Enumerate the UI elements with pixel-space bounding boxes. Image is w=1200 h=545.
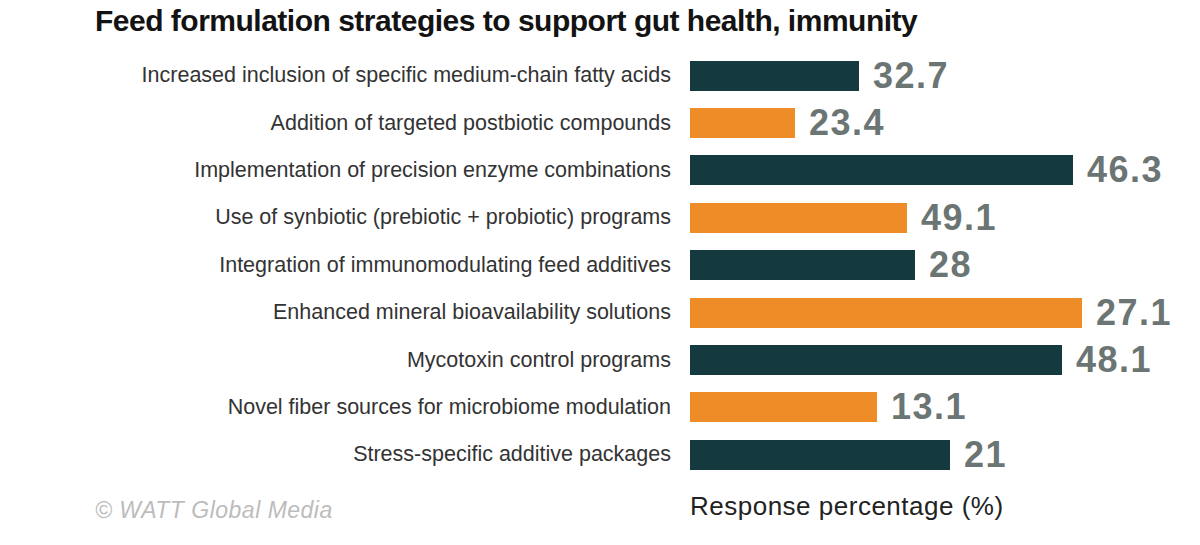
bar-track: 49.1 bbox=[690, 197, 997, 239]
category-label: Addition of targeted postbiotic compound… bbox=[0, 111, 671, 136]
bar bbox=[690, 345, 1062, 375]
bar-row: Stress-specific additive packages 21 bbox=[0, 431, 1200, 478]
bar bbox=[690, 155, 1073, 185]
bar bbox=[690, 203, 907, 233]
bar-row: Addition of targeted postbiotic compound… bbox=[0, 99, 1200, 146]
bar-row: Integration of immunomodulating feed add… bbox=[0, 242, 1200, 289]
bar bbox=[690, 440, 950, 470]
bar-row: Novel fiber sources for microbiome modul… bbox=[0, 384, 1200, 431]
category-label: Integration of immunomodulating feed add… bbox=[0, 253, 671, 278]
copyright-credit: © WATT Global Media bbox=[95, 497, 333, 524]
bar bbox=[690, 61, 859, 91]
chart-title: Feed formulation strategies to support g… bbox=[95, 4, 917, 38]
value-label: 28 bbox=[929, 244, 972, 286]
bar-row: Use of synbiotic (prebiotic + probiotic)… bbox=[0, 194, 1200, 241]
value-label: 32.7 bbox=[873, 55, 949, 97]
category-label: Stress-specific additive packages bbox=[0, 442, 671, 467]
bar-track: 23.4 bbox=[690, 102, 885, 144]
bar-track: 32.7 bbox=[690, 55, 949, 97]
value-label: 13.1 bbox=[891, 386, 967, 428]
bar-track: 28 bbox=[690, 244, 972, 286]
value-label: 23.4 bbox=[809, 102, 885, 144]
bar-row: Increased inclusion of specific medium-c… bbox=[0, 52, 1200, 99]
bar-row: Implementation of precision enzyme combi… bbox=[0, 147, 1200, 194]
value-label: 46.3 bbox=[1087, 149, 1163, 191]
bar-row: Mycotoxin control programs 48.1 bbox=[0, 336, 1200, 383]
value-label: 49.1 bbox=[921, 197, 997, 239]
bar-track: 21 bbox=[690, 434, 1007, 476]
category-label: Novel fiber sources for microbiome modul… bbox=[0, 395, 671, 420]
bar bbox=[690, 392, 877, 422]
bar-chart: Increased inclusion of specific medium-c… bbox=[0, 52, 1200, 479]
bar bbox=[690, 250, 915, 280]
bar-track: 46.3 bbox=[690, 149, 1163, 191]
bar bbox=[690, 108, 795, 138]
category-label: Increased inclusion of specific medium-c… bbox=[0, 63, 671, 88]
bar bbox=[690, 298, 1082, 328]
bar-track: 13.1 bbox=[690, 386, 967, 428]
category-label: Implementation of precision enzyme combi… bbox=[0, 158, 671, 183]
bar-track: 48.1 bbox=[690, 339, 1152, 381]
category-label: Mycotoxin control programs bbox=[0, 348, 671, 373]
category-label: Enhanced mineral bioavailability solutio… bbox=[0, 300, 671, 325]
bar-row: Enhanced mineral bioavailability solutio… bbox=[0, 289, 1200, 336]
value-label: 27.1 bbox=[1096, 292, 1172, 334]
x-axis-label: Response percentage (%) bbox=[690, 491, 1004, 522]
value-label: 21 bbox=[964, 434, 1007, 476]
bar-track: 27.1 bbox=[690, 292, 1172, 334]
category-label: Use of synbiotic (prebiotic + probiotic)… bbox=[0, 205, 671, 230]
value-label: 48.1 bbox=[1076, 339, 1152, 381]
